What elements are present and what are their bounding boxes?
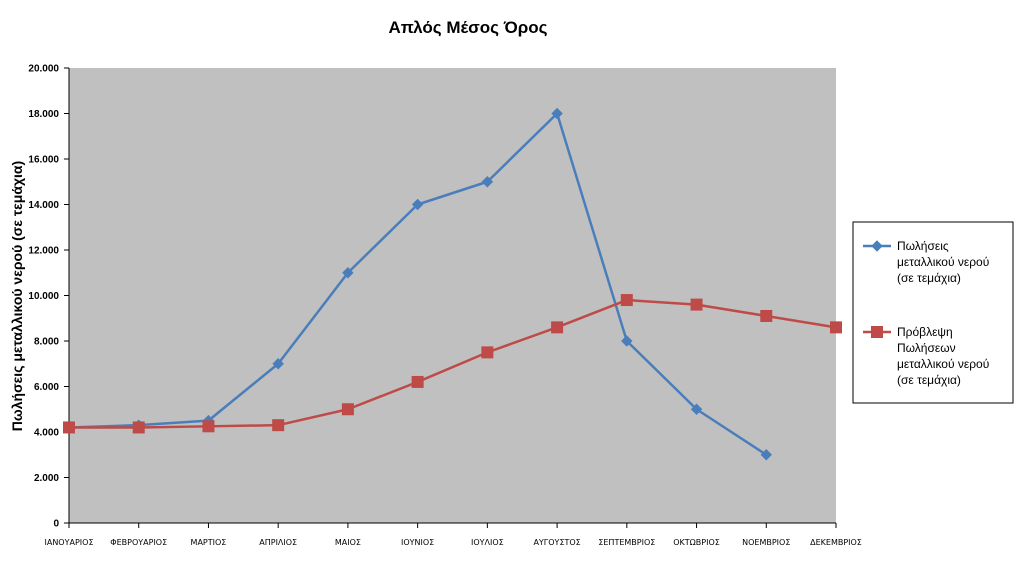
y-tick-label: 16.000 [28,155,59,166]
x-tick-label: ΣΕΠΤΕΜΒΡΙΟΣ [598,538,655,547]
data-point [63,421,75,434]
data-point [272,358,284,370]
data-point [342,267,354,279]
data-point [620,294,633,307]
x-tick-label: ΦΕΒΡΟΥΑΡΙΟΣ [110,538,167,547]
chart-title: Απλός Μέσος Όρος [388,18,547,37]
data-point [272,419,285,432]
y-tick-label: 6.000 [34,382,59,393]
data-point [760,309,773,322]
axes: 0 2.000 4.000 6.000 8.000 10.000 12.000 14.000 1… [28,64,861,548]
x-tick-label: ΙΑΝΟΥΑΡΙΟΣ [44,538,93,547]
data-point [551,321,564,334]
legend-label-line: μεταλλικού νερού [897,357,989,371]
series-layer [63,107,842,461]
y-tick-label: 8.000 [34,337,59,348]
data-point [132,421,145,434]
data-point [341,403,354,416]
x-tick-label: ΟΚΤΩΒΡΙΟΣ [673,538,720,547]
legend-label-line: Πωλήσεων [897,341,956,355]
data-point [411,375,424,388]
data-point [830,321,842,334]
data-point [551,107,563,120]
legend-entry-2: Πρόβλεψη Πωλήσεων μεταλλικού νερού (σε τεμά… [863,325,989,387]
legend-entry-1: Πωλήσεις μεταλλικού νερού (σε τεμάχια) [863,239,989,285]
series-2 [63,294,842,434]
data-point [690,298,703,311]
data-point [621,335,633,347]
series-line [69,298,837,429]
y-tick-label: 20.000 [28,64,59,75]
x-tick-label: ΝΟΕΜΒΡΙΟΣ [742,538,790,547]
x-tick-label: ΜΑΡΤΙΟΣ [191,538,227,547]
x-tick-label: ΙΟΥΝΙΟΣ [401,538,434,547]
legend-label-line: (σε τεμάχια) [897,373,961,387]
y-tick-label: 2.000 [34,473,59,484]
y-axis-label: Πωλήσεις μεταλλικού νερού (σε τεμάχια) [9,161,25,431]
y-tick-label: 0 [53,519,59,530]
legend-box [852,221,1014,404]
x-tick-label: ΙΟΥΛΙΟΣ [471,538,504,547]
legend-label-line: Πρόβλεψη [897,325,953,339]
legend-label-line: μεταλλικού νερού [897,255,989,269]
y-tick-label: 18.000 [28,109,59,120]
data-point [690,403,703,415]
legend-swatch-marker [871,326,883,338]
x-tick-label: ΔΕΚΕΜΒΡΙΟΣ [810,538,862,547]
legend-swatch-marker [871,240,883,252]
data-point [202,420,215,433]
data-point [481,346,494,359]
y-tick-label: 4.000 [34,428,59,439]
legend-label-line: Πωλήσεις [897,239,949,253]
data-point [411,198,424,211]
plot-area [69,68,836,523]
x-tick-label: ΑΠΡΙΛΙΟΣ [259,538,297,547]
data-point [481,176,494,188]
x-tick-label: ΜΑΙΟΣ [335,538,361,547]
y-tick-label: 12.000 [28,246,59,257]
y-tick-label: 10.000 [28,291,59,302]
data-point [760,449,772,461]
y-tick-label: 14.000 [28,200,59,211]
x-tick-label: ΑΥΓΟΥΣΤΟΣ [533,538,580,547]
legend-label-line: (σε τεμάχια) [897,271,961,285]
